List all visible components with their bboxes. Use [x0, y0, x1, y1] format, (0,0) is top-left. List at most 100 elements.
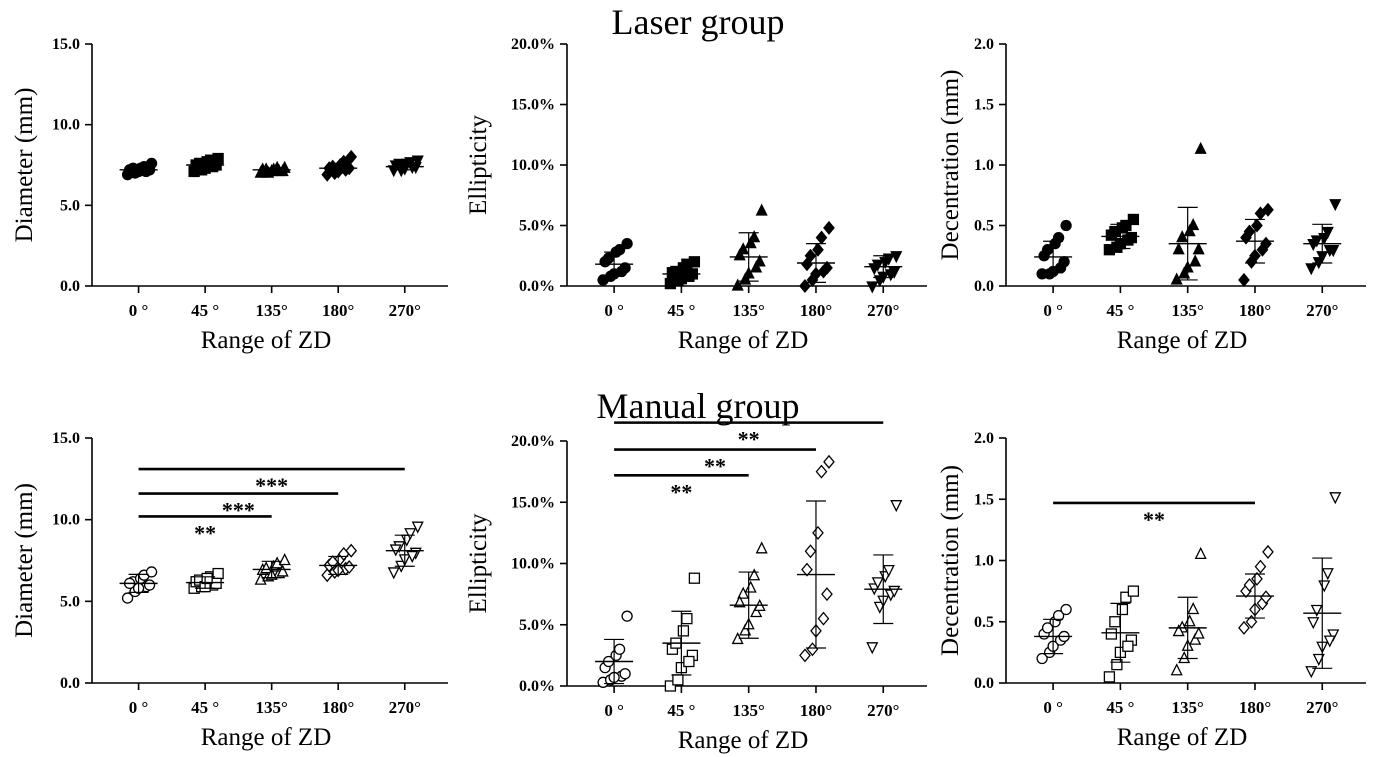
y-axis-title: Ellipticity [465, 115, 492, 215]
data-point [1058, 256, 1070, 268]
y-tick-label: 0.0% [519, 278, 555, 295]
data-point [1327, 245, 1340, 258]
x-tick-label: 45 ° [1106, 698, 1134, 717]
data-point [1187, 602, 1200, 615]
y-axis-title: Decentration (mm) [937, 70, 964, 261]
data-point [411, 521, 424, 534]
data-point [1194, 546, 1207, 560]
x-tick-label: 270° [1306, 301, 1338, 320]
data-point [866, 281, 879, 294]
data-point [1329, 492, 1342, 505]
x-tick-label: 0 ° [604, 701, 624, 720]
data-point [212, 152, 224, 165]
data-point [1105, 628, 1118, 640]
x-tick-label: 180° [800, 701, 832, 720]
laser-group-title: Laser group [612, 2, 785, 42]
x-tick-label: 45 ° [191, 301, 219, 320]
x-tick-label: 45 ° [191, 698, 219, 717]
data-point [1307, 617, 1320, 630]
y-tick-label: 15.0% [511, 494, 555, 511]
y-tick-label: 15.0 [52, 36, 80, 53]
data-point [888, 266, 901, 279]
data-point [1318, 580, 1331, 593]
y-tick-label: 0.5 [974, 218, 994, 235]
y-tick-label: 0.0% [519, 678, 555, 695]
x-tick-label: 135° [733, 701, 765, 720]
y-axis-title: Diameter (mm) [11, 88, 38, 243]
data-point [345, 149, 358, 164]
x-tick-label: 135° [733, 301, 765, 320]
data-point [799, 278, 811, 294]
x-tick-label: 180° [322, 698, 354, 717]
y-tick-label: 5.0 [60, 593, 80, 610]
data-point [688, 572, 701, 584]
data-point [406, 550, 419, 564]
data-point [1192, 242, 1205, 255]
data-point [804, 248, 817, 263]
x-tick-label: 270° [1306, 698, 1338, 717]
significance-label: ** [670, 479, 692, 504]
data-point [1170, 272, 1183, 285]
y-tick-label: 10.0 [52, 117, 80, 134]
data-point [1310, 604, 1323, 617]
data-point [1254, 559, 1267, 574]
data-point [744, 580, 757, 593]
data-point [1238, 272, 1250, 287]
data-point [1060, 219, 1072, 232]
data-point [1323, 635, 1336, 648]
chart-manual-ellipticity: 0.0% 5.0% 10.0% 15.0% 20.0% 0 ° 45 ° 135° 180° 27… [465, 421, 927, 754]
y-tick-label: 15.0% [511, 97, 555, 114]
data-point [201, 156, 213, 168]
data-point [1122, 234, 1134, 246]
data-point [409, 161, 422, 175]
data-point [1172, 242, 1185, 255]
x-tick-label: 45 ° [667, 301, 695, 320]
data-point [890, 500, 903, 513]
data-point [748, 568, 761, 581]
data-point [683, 655, 695, 668]
data-point [1120, 591, 1132, 603]
x-tick-label: 180° [1239, 301, 1271, 320]
data-point [143, 579, 156, 591]
data-point [1260, 590, 1272, 605]
x-axis-title: Range of ZD [201, 327, 332, 354]
x-axis-title: Range of ZD [1117, 327, 1248, 354]
data-point [737, 242, 750, 255]
data-point [871, 259, 884, 272]
data-point [1262, 202, 1274, 217]
data-point [134, 162, 147, 174]
data-point [387, 567, 400, 580]
data-point [1187, 218, 1200, 231]
data-point [799, 648, 811, 663]
x-tick-label: 270° [867, 301, 899, 320]
data-point [1122, 640, 1134, 652]
data-point [1060, 603, 1072, 616]
data-point [1194, 141, 1207, 154]
data-point [1052, 231, 1065, 244]
y-tick-label: 20.0% [511, 36, 555, 53]
data-point [1127, 213, 1140, 226]
data-point [145, 157, 158, 170]
data-point [1043, 268, 1056, 280]
x-tick-label: 0 ° [129, 698, 149, 717]
x-tick-label: 135° [1172, 301, 1204, 320]
data-point [817, 264, 830, 279]
significance-label: *** [255, 473, 288, 498]
significance-label: ** [704, 454, 726, 479]
data-point [677, 625, 690, 637]
data-point [1189, 632, 1202, 645]
x-axis-title: Range of ZD [678, 327, 809, 354]
data-point [345, 543, 358, 558]
y-tick-label: 5.0% [519, 617, 555, 634]
x-tick-label: 270° [389, 698, 421, 717]
data-point [681, 612, 693, 625]
x-tick-label: 0 ° [604, 301, 624, 320]
data-point [750, 260, 763, 273]
data-point [815, 464, 828, 479]
data-point [276, 564, 289, 577]
data-point [1116, 603, 1129, 616]
data-point [1305, 666, 1318, 679]
x-tick-label: 135° [256, 698, 288, 717]
chart-laser-ellipticity: 0.0% 5.0% 10.0% 15.0% 20.0% 0 ° 45 ° 135° 180° 27… [465, 36, 927, 354]
